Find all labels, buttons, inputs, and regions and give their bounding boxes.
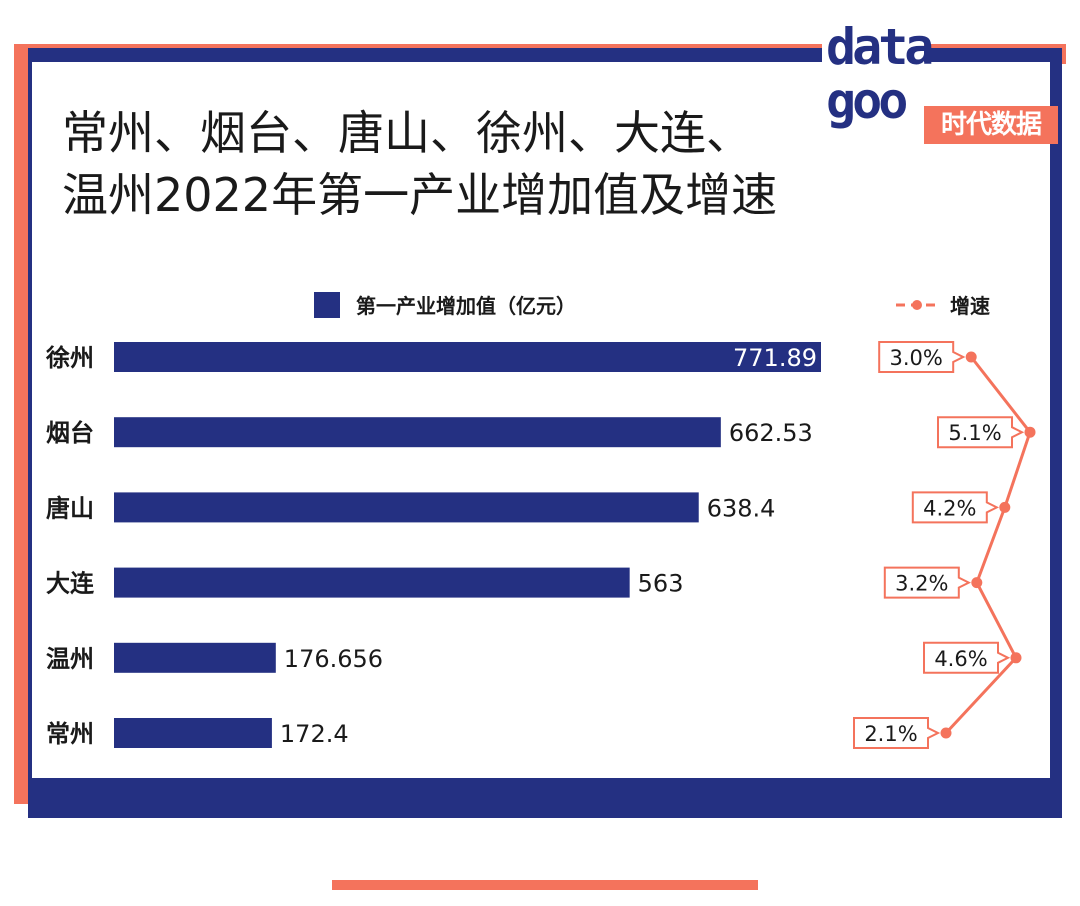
rate-point — [940, 727, 952, 739]
bar — [114, 492, 699, 523]
logo-wordmark: data goo — [826, 18, 934, 130]
rate-point — [971, 577, 983, 589]
rate-callout — [878, 341, 966, 373]
category-label: 大连 — [46, 570, 95, 598]
source-label: 数据来源 — [417, 818, 514, 846]
rate-value-label: 5.1% — [948, 421, 1001, 445]
bar — [114, 417, 721, 448]
rate-line — [944, 356, 1032, 735]
bar-value-label: 771.89 — [733, 344, 817, 372]
rate-value-label: 4.6% — [934, 647, 987, 671]
chart-title-line-2: 温州2022年第一产业增加值及增速 — [62, 168, 778, 222]
rate-value-label: 4.2% — [923, 496, 976, 520]
rate-callout — [853, 717, 941, 749]
rate-value-label: 2.1% — [864, 722, 917, 746]
logo-background — [822, 14, 924, 164]
category-label: 徐州 — [45, 344, 94, 372]
bar-value-label: 638.4 — [707, 494, 776, 522]
rate-callout — [923, 641, 1011, 674]
rate-point — [1024, 426, 1036, 438]
chart-title-line-1: 常州、烟台、唐山、徐州、大连、 — [62, 106, 752, 160]
rate-point — [999, 501, 1011, 513]
bar — [114, 642, 276, 673]
source-value: 各地统计局 — [542, 818, 663, 846]
bar-value-label: 176.656 — [284, 645, 383, 673]
rate-value-label: 3.2% — [895, 572, 948, 596]
bar — [114, 342, 821, 372]
bar — [114, 567, 630, 598]
accent-stripe-bottom — [332, 880, 758, 890]
rate-point — [965, 351, 977, 363]
source-note: 数据来源 | 各地统计局 — [0, 812, 1080, 847]
rate-callout — [883, 566, 972, 599]
rate-callout — [937, 416, 1025, 449]
source-separator: | — [523, 818, 533, 846]
rate-callout — [911, 491, 1000, 524]
category-label: 烟台 — [46, 419, 94, 447]
rate-point — [1010, 652, 1022, 664]
category-label: 温州 — [46, 645, 94, 673]
logo-badge: 时代数据 — [924, 106, 1058, 144]
legend-label-bar: 第一产业增加值（亿元） — [356, 294, 576, 318]
category-label: 常州 — [46, 720, 94, 748]
legend-marker-rate — [912, 300, 922, 310]
rate-value-label: 3.0% — [890, 346, 943, 370]
bar — [114, 718, 272, 748]
chart-title: 常州、烟台、唐山、徐州、大连、 温州2022年第一产业增加值及增速 — [62, 102, 777, 226]
category-label: 唐山 — [46, 494, 94, 522]
bar-value-label: 172.4 — [280, 720, 349, 748]
accent-stripe-left — [14, 44, 28, 804]
bar-value-label: 662.53 — [729, 419, 813, 447]
legend-swatch-bar — [314, 292, 340, 318]
legend-label-rate: 增速 — [950, 294, 990, 318]
bar-value-label: 563 — [638, 570, 684, 598]
